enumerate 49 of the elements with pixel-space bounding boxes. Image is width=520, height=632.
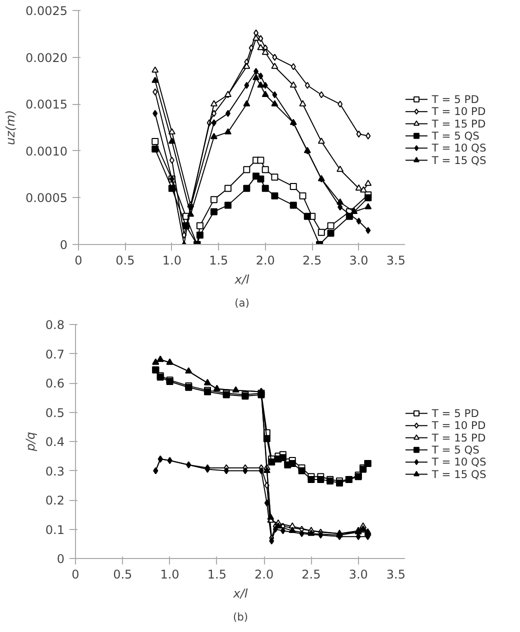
legend-label: T = 5 PD bbox=[430, 406, 479, 420]
x-tick-label: 1.5 bbox=[209, 254, 228, 268]
legend-label: T = 15 PD bbox=[430, 117, 486, 130]
legend-label: T = 15 PD bbox=[430, 431, 486, 444]
x-tick-label: 0 bbox=[74, 254, 82, 268]
y-tick-label: 0.0015 bbox=[26, 98, 68, 112]
x-tick-label: 1.0 bbox=[162, 254, 182, 268]
x-tick-label: 2.5 bbox=[302, 568, 321, 582]
y-tick-label: 0.2 bbox=[45, 494, 65, 508]
y-tick-label: 0.6 bbox=[45, 376, 65, 390]
y-tick-label: 0.0020 bbox=[26, 50, 68, 65]
legend-label: T = 5 PD bbox=[430, 92, 479, 106]
x-tick-label: 0 bbox=[72, 568, 80, 582]
legend-label: T = 5 QS bbox=[430, 129, 480, 142]
y-tick-label: 0.4 bbox=[45, 435, 65, 449]
y-tick-label: 0.7 bbox=[45, 347, 65, 362]
y-tick-label: 0.8 bbox=[45, 318, 65, 332]
x-tick-label: 2.0 bbox=[254, 568, 274, 582]
x-tick-label: 0.5 bbox=[116, 254, 135, 268]
y-tick-label: 0.0005 bbox=[26, 191, 68, 206]
legend-label: T = 10 QS bbox=[430, 142, 486, 155]
y-tick-label: 0 bbox=[60, 238, 68, 252]
y-tick-label: 0.1 bbox=[45, 522, 65, 537]
x-tick-label: 0.5 bbox=[113, 568, 132, 582]
x-tick-label: 3.5 bbox=[386, 568, 406, 582]
y-tick-label: 0 bbox=[56, 552, 65, 566]
x-tick-label: 1.5 bbox=[207, 568, 226, 582]
x-tick-label: 3.5 bbox=[386, 254, 406, 268]
y-tick-label: 0.0010 bbox=[26, 144, 68, 158]
y-axis-title: uz(m) bbox=[4, 110, 18, 145]
y-axis-title: p/q bbox=[23, 431, 38, 452]
legend-label: T = 10 QS bbox=[430, 456, 486, 469]
y-tick-label: 0.0025 bbox=[26, 4, 68, 18]
legend-label: T = 10 PD bbox=[430, 419, 486, 432]
legend-label: T = 15 QS bbox=[430, 154, 486, 167]
x-tick-label: 2.5 bbox=[302, 254, 322, 268]
text: (b) bbox=[232, 610, 248, 624]
x-tick-label: 3.0 bbox=[348, 568, 368, 582]
x-axis-title: x/l bbox=[232, 586, 248, 600]
text: (a) bbox=[234, 296, 250, 310]
x-tick-label: 1.0 bbox=[160, 568, 180, 582]
y-tick-label: 0.5 bbox=[45, 406, 65, 420]
x-tick-label: 3.0 bbox=[349, 254, 368, 268]
x-tick-label: 2.0 bbox=[256, 254, 275, 268]
legend-label: T = 5 QS bbox=[430, 443, 480, 456]
legend-label: T = 10 PD bbox=[430, 105, 486, 118]
x-axis-title: x/l bbox=[234, 272, 250, 286]
y-tick-label: 0.3 bbox=[45, 464, 65, 478]
legend-label: T = 15 QS bbox=[430, 468, 486, 481]
